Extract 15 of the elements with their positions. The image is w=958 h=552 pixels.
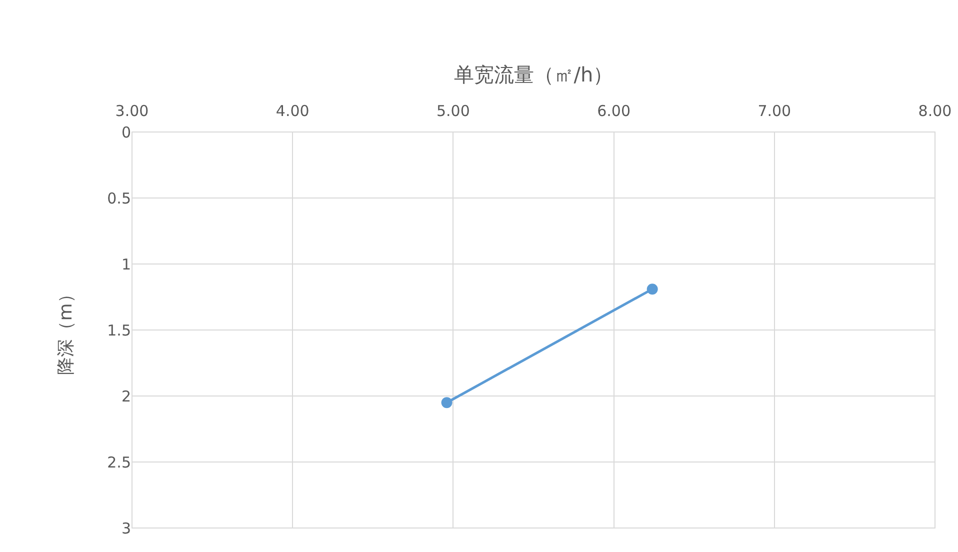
y-tick-label: 1.5: [107, 321, 131, 340]
x-tick-label: 3.00: [115, 102, 149, 120]
x-tick-label: 4.00: [276, 102, 310, 120]
y-tick-label: 0.5: [107, 189, 131, 208]
x-tick-label: 7.00: [758, 102, 792, 120]
y-tick-label: 1: [121, 255, 131, 274]
y-tick-label: 2: [121, 387, 131, 406]
y-tick-label: 0: [121, 123, 131, 142]
y-tick-label: 3: [121, 519, 131, 538]
x-axis-title: 单宽流量（㎡/h）: [454, 62, 614, 86]
x-tick-label: 8.00: [918, 102, 952, 120]
x-tick-label: 5.00: [436, 102, 470, 120]
x-tick-label: 6.00: [597, 102, 631, 120]
y-tick-label: 2.5: [107, 453, 131, 472]
y-axis-title: 降深（m）: [55, 285, 76, 375]
